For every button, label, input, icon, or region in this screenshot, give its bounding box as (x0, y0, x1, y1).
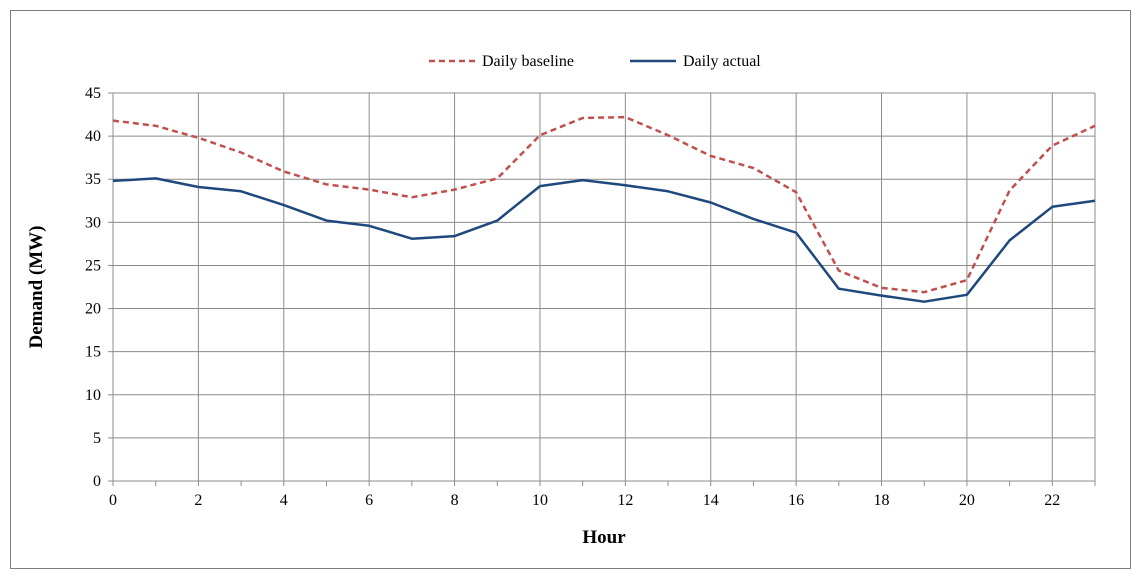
x-axis-title: Hour (582, 527, 626, 548)
grid (113, 92, 1096, 481)
y-tick-label-40: 40 (85, 128, 101, 145)
y-tick-label-15: 15 (85, 344, 101, 361)
x-tick-label-2: 2 (194, 492, 202, 509)
y-tick-label-20: 20 (85, 301, 101, 318)
legend: Daily baseline Daily actual (429, 53, 761, 70)
series-lines (112, 115, 1096, 303)
series-line-actual (112, 177, 1096, 303)
x-tick-label-22: 22 (1044, 492, 1060, 509)
x-tick-label-18: 18 (874, 492, 890, 509)
x-tick-label-16: 16 (788, 492, 804, 509)
x-tick-label-14: 14 (703, 492, 719, 509)
legend-label-baseline: Daily baseline (482, 53, 574, 70)
x-tick-label-4: 4 (280, 492, 288, 509)
x-tick-label-6: 6 (365, 492, 373, 509)
y-tick-label-30: 30 (85, 214, 101, 231)
chart-frame: 0 5 10 15 20 25 30 35 40 45 0 2 4 6 8 10 12 14 16 18 20 22 Da… (10, 10, 1131, 569)
x-tick-label-12: 12 (617, 492, 633, 509)
x-tick-label-20: 20 (959, 492, 975, 509)
demand-line-chart: 0 5 10 15 20 25 30 35 40 45 0 2 4 6 8 10 12 14 16 18 20 22 Da… (26, 53, 1096, 548)
y-tick-label-10: 10 (85, 387, 101, 404)
y-tick-label-0: 0 (93, 473, 101, 490)
y-tick-label-35: 35 (85, 171, 101, 188)
y-tick-label-5: 5 (93, 430, 101, 447)
y-tick-label-25: 25 (85, 257, 101, 274)
y-axis-title: Demand (MW) (26, 226, 47, 349)
x-tick-label-10: 10 (532, 492, 548, 509)
x-tick-label-8: 8 (451, 492, 459, 509)
y-tick-label-45: 45 (85, 85, 101, 102)
legend-label-actual: Daily actual (683, 53, 761, 70)
series-line-baseline (112, 115, 1096, 294)
axes: 0 5 10 15 20 25 30 35 40 45 0 2 4 6 8 10 12 14 16 18 20 22 (85, 85, 1096, 509)
x-tick-label-0: 0 (109, 492, 117, 509)
